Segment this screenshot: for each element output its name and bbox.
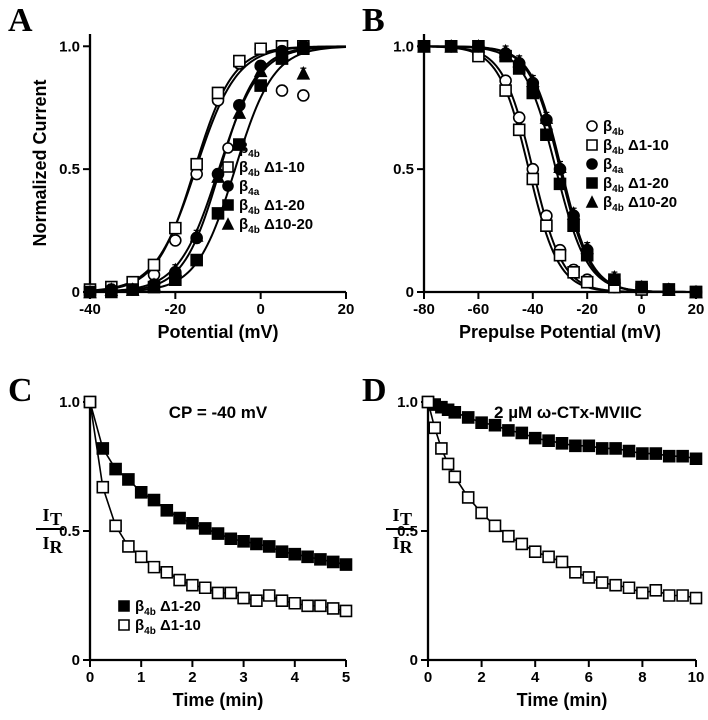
svg-text:10: 10 bbox=[688, 669, 705, 686]
figure: A B C D -40-2002000.51.0Potential (mV)No… bbox=[0, 0, 708, 720]
svg-text:3: 3 bbox=[239, 669, 247, 686]
svg-text:-60: -60 bbox=[468, 301, 490, 318]
svg-text:0: 0 bbox=[637, 301, 645, 318]
svg-text:β4b Δ1-20: β4b Δ1-20 bbox=[603, 175, 669, 195]
panel-C-chart: 01234500.51.0Time (min)ITIRβ4b Δ1-20β4b … bbox=[28, 388, 358, 718]
svg-text:2: 2 bbox=[477, 669, 485, 686]
svg-text:-20: -20 bbox=[164, 301, 186, 318]
svg-text:8: 8 bbox=[638, 669, 646, 686]
svg-text:0: 0 bbox=[72, 284, 80, 301]
svg-text:T: T bbox=[50, 509, 62, 529]
svg-text:β4b: β4b bbox=[603, 118, 624, 138]
panel-A-chart: -40 -20 0 20 0 0.5 1.0 Potential (mV) Normalized… bbox=[28, 20, 358, 350]
svg-text:I: I bbox=[42, 533, 49, 553]
svg-text:CP = -40 mV: CP = -40 mV bbox=[169, 403, 268, 422]
svg-text:0: 0 bbox=[72, 652, 80, 669]
svg-text:-40: -40 bbox=[79, 301, 101, 318]
svg-text:-20: -20 bbox=[576, 301, 598, 318]
svg-text:T: T bbox=[400, 509, 412, 529]
svg-text:β4b: β4b bbox=[239, 140, 260, 160]
svg-text:0: 0 bbox=[410, 652, 418, 669]
svg-text:-40: -40 bbox=[522, 301, 544, 318]
svg-text:1.0: 1.0 bbox=[397, 394, 418, 411]
svg-text:β4b Δ1-10: β4b Δ1-10 bbox=[603, 137, 669, 157]
svg-text:Prepulse Potential (mV): Prepulse Potential (mV) bbox=[459, 322, 661, 342]
svg-text:2: 2 bbox=[188, 669, 196, 686]
svg-text:β4a: β4a bbox=[239, 178, 260, 198]
svg-text:Time (min): Time (min) bbox=[517, 690, 608, 710]
svg-text:Normalized Current: Normalized Current bbox=[30, 79, 50, 246]
svg-text:I: I bbox=[392, 505, 399, 525]
svg-text:1.0: 1.0 bbox=[393, 38, 414, 55]
svg-text:20: 20 bbox=[688, 301, 705, 318]
svg-text:6: 6 bbox=[585, 669, 593, 686]
svg-text:0: 0 bbox=[86, 669, 94, 686]
svg-text:I: I bbox=[42, 505, 49, 525]
svg-text:0: 0 bbox=[406, 284, 414, 301]
svg-text:1.0: 1.0 bbox=[59, 38, 80, 55]
svg-text:4: 4 bbox=[291, 669, 300, 686]
svg-text:β4b Δ1-10: β4b Δ1-10 bbox=[135, 617, 201, 637]
svg-text:β4b Δ10-20: β4b Δ10-20 bbox=[239, 216, 313, 236]
svg-text:R: R bbox=[50, 537, 64, 557]
panel-B-chart: -80 -60 -40 -20 0 20 0 0.5 1.0 Prepulse Potential… bbox=[378, 20, 708, 350]
svg-text:1.0: 1.0 bbox=[59, 394, 80, 411]
svg-text:β4b Δ1-20: β4b Δ1-20 bbox=[135, 598, 201, 618]
panel-D-chart: 024681000.51.0Time (min)ITIR2 µM ω-CTx-M… bbox=[378, 388, 708, 718]
svg-text:0.5: 0.5 bbox=[393, 161, 414, 178]
svg-text:β4b Δ1-20: β4b Δ1-20 bbox=[239, 197, 305, 217]
svg-text:β4b Δ10-20: β4b Δ10-20 bbox=[603, 194, 677, 214]
svg-text:β4b Δ1-10: β4b Δ1-10 bbox=[239, 159, 305, 179]
svg-text:1: 1 bbox=[137, 669, 145, 686]
svg-text:2 µM ω-CTx-MVIIC: 2 µM ω-CTx-MVIIC bbox=[494, 403, 642, 422]
svg-text:20: 20 bbox=[338, 301, 355, 318]
svg-text:I: I bbox=[392, 533, 399, 553]
svg-text:β4a: β4a bbox=[603, 156, 624, 176]
svg-text:4: 4 bbox=[531, 669, 540, 686]
svg-text:-80: -80 bbox=[413, 301, 435, 318]
svg-text:Potential (mV): Potential (mV) bbox=[157, 322, 278, 342]
svg-text:0: 0 bbox=[256, 301, 264, 318]
svg-text:0.5: 0.5 bbox=[59, 161, 80, 178]
svg-text:R: R bbox=[400, 537, 414, 557]
svg-text:0: 0 bbox=[424, 669, 432, 686]
svg-text:5: 5 bbox=[342, 669, 350, 686]
svg-text:Time (min): Time (min) bbox=[173, 690, 264, 710]
